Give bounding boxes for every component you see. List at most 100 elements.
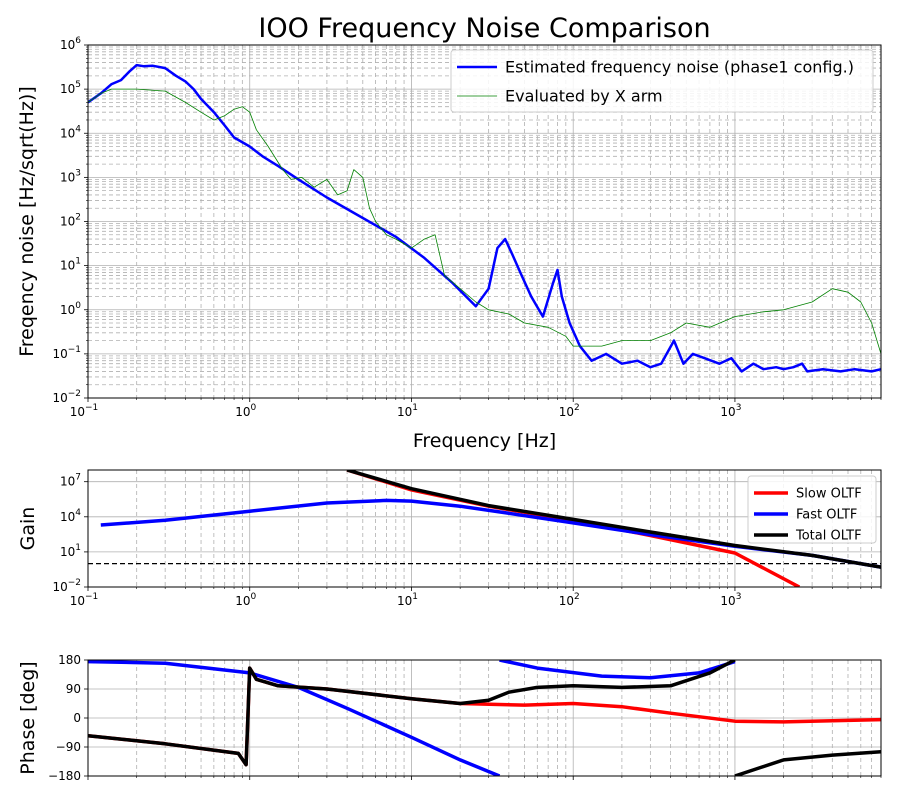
y-tick-label: 100 — [60, 301, 81, 317]
chart-2: 180 90 0 −90 −180 Phase [deg] — [17, 653, 882, 783]
y-axis-label: Gain — [17, 507, 39, 551]
legend-box — [450, 49, 874, 113]
y-tick-label: −90 — [56, 740, 81, 754]
legend-label: Total OLTF — [795, 529, 862, 544]
tick-mantissa: 10 — [52, 391, 67, 405]
series-group — [88, 660, 881, 776]
axes-frame — [87, 44, 882, 399]
tick-exponent: 7 — [75, 473, 81, 483]
series-line-1-2 — [346, 470, 881, 569]
tick-mantissa: 10 — [60, 126, 75, 140]
tick-exponent: 4 — [75, 508, 81, 518]
tick-mantissa: 10 — [60, 170, 75, 184]
tick-exponent: 1 — [412, 403, 418, 413]
x-tick-label: 100 — [235, 403, 256, 419]
tick-exponent: 1 — [75, 257, 81, 267]
y-tick-label: 10−1 — [52, 345, 81, 361]
x-tick-label: 103 — [720, 403, 741, 419]
tick-mantissa: 10 — [559, 594, 574, 608]
y-tick-label: 103 — [60, 168, 81, 184]
y-tick-label: 105 — [60, 80, 81, 96]
axes-frame — [87, 659, 882, 777]
tick-exponent: 2 — [75, 213, 81, 223]
tick-exponent: 0 — [251, 592, 257, 602]
y-tick-label: 107 — [60, 473, 81, 489]
y-tick-label: 90 — [66, 682, 81, 696]
tick-mantissa: 10 — [60, 545, 75, 559]
series-group — [100, 470, 881, 587]
tick-exponent: 2 — [574, 592, 580, 602]
y-axis-label: Phase [deg] — [17, 661, 39, 774]
y-tick-label: 101 — [60, 257, 81, 273]
x-tick-label: 10−1 — [70, 403, 99, 419]
tick-mantissa: 10 — [397, 405, 412, 419]
tick-mantissa: 10 — [60, 475, 75, 489]
x-tick-label: 101 — [397, 403, 418, 419]
chart-title: IOO Frequency Noise Comparison — [258, 13, 710, 44]
x-tick-label: 101 — [397, 592, 418, 608]
y-tick-label: 180 — [58, 653, 81, 667]
tick-mantissa: 10 — [60, 82, 75, 96]
tick-mantissa: 10 — [60, 259, 75, 273]
x-axis-label: Frequency [Hz] — [413, 430, 556, 452]
series-line-2-2 — [88, 660, 881, 776]
tick-exponent: 3 — [736, 403, 742, 413]
tick-mantissa: 10 — [70, 594, 85, 608]
y-tick-label: 104 — [60, 508, 81, 524]
tick-exponent: 2 — [574, 403, 580, 413]
tick-mantissa: 10 — [397, 594, 412, 608]
legend-label: Slow OLTF — [796, 487, 862, 502]
tick-exponent: 0 — [251, 403, 257, 413]
tick-exponent: −2 — [68, 389, 81, 399]
x-tick-label: 103 — [720, 592, 741, 608]
y-tick-label: 10−2 — [52, 578, 81, 594]
tick-exponent: −1 — [85, 592, 98, 602]
tick-exponent: 4 — [75, 124, 81, 134]
series-line-0-0 — [88, 63, 881, 373]
x-tick-label: 102 — [559, 403, 580, 419]
tick-mantissa: 10 — [60, 510, 75, 524]
y-tick-label: 106 — [60, 36, 81, 52]
y-tick-label: 102 — [60, 213, 81, 229]
y-axis-label: Freqency noise [Hz/sqrt(Hz)] — [16, 86, 38, 357]
tick-mantissa: 10 — [60, 303, 75, 317]
tick-mantissa: 10 — [720, 405, 735, 419]
tick-mantissa: 10 — [60, 38, 75, 52]
tick-exponent: 1 — [412, 592, 418, 602]
tick-mantissa: 10 — [60, 215, 75, 229]
y-tick-label: −180 — [48, 769, 81, 783]
tick-exponent: 3 — [75, 168, 81, 178]
y-tick-label: 101 — [60, 543, 81, 559]
y-tick-label: 10−2 — [52, 389, 81, 405]
x-tick-label: 10−1 — [70, 592, 99, 608]
legend-label: Estimated frequency noise (phase1 config… — [505, 58, 854, 77]
x-tick-label: 102 — [559, 592, 580, 608]
tick-exponent: −2 — [68, 578, 81, 588]
y-tick-label: 104 — [60, 124, 81, 140]
series-line-0-1 — [88, 88, 881, 355]
x-tick-label: 100 — [235, 592, 256, 608]
tick-exponent: 0 — [75, 301, 81, 311]
tick-mantissa: 10 — [70, 405, 85, 419]
legend-label: Fast OLTF — [796, 508, 857, 523]
tick-mantissa: 10 — [52, 580, 67, 594]
tick-mantissa: 10 — [235, 594, 250, 608]
y-tick-label: 0 — [73, 711, 81, 725]
tick-exponent: 6 — [75, 36, 81, 46]
tick-mantissa: 10 — [559, 405, 574, 419]
tick-mantissa: 10 — [235, 405, 250, 419]
tick-mantissa: 10 — [720, 594, 735, 608]
tick-exponent: 3 — [736, 592, 742, 602]
tick-exponent: 1 — [75, 543, 81, 553]
tick-exponent: −1 — [68, 345, 81, 355]
legend-label: Evaluated by X arm — [505, 87, 663, 106]
series-line-2-1 — [88, 660, 736, 776]
tick-exponent: 5 — [75, 80, 81, 90]
series-group — [88, 63, 881, 373]
tick-exponent: −1 — [85, 403, 98, 413]
tick-mantissa: 10 — [52, 347, 67, 361]
axes-frame — [87, 469, 882, 588]
